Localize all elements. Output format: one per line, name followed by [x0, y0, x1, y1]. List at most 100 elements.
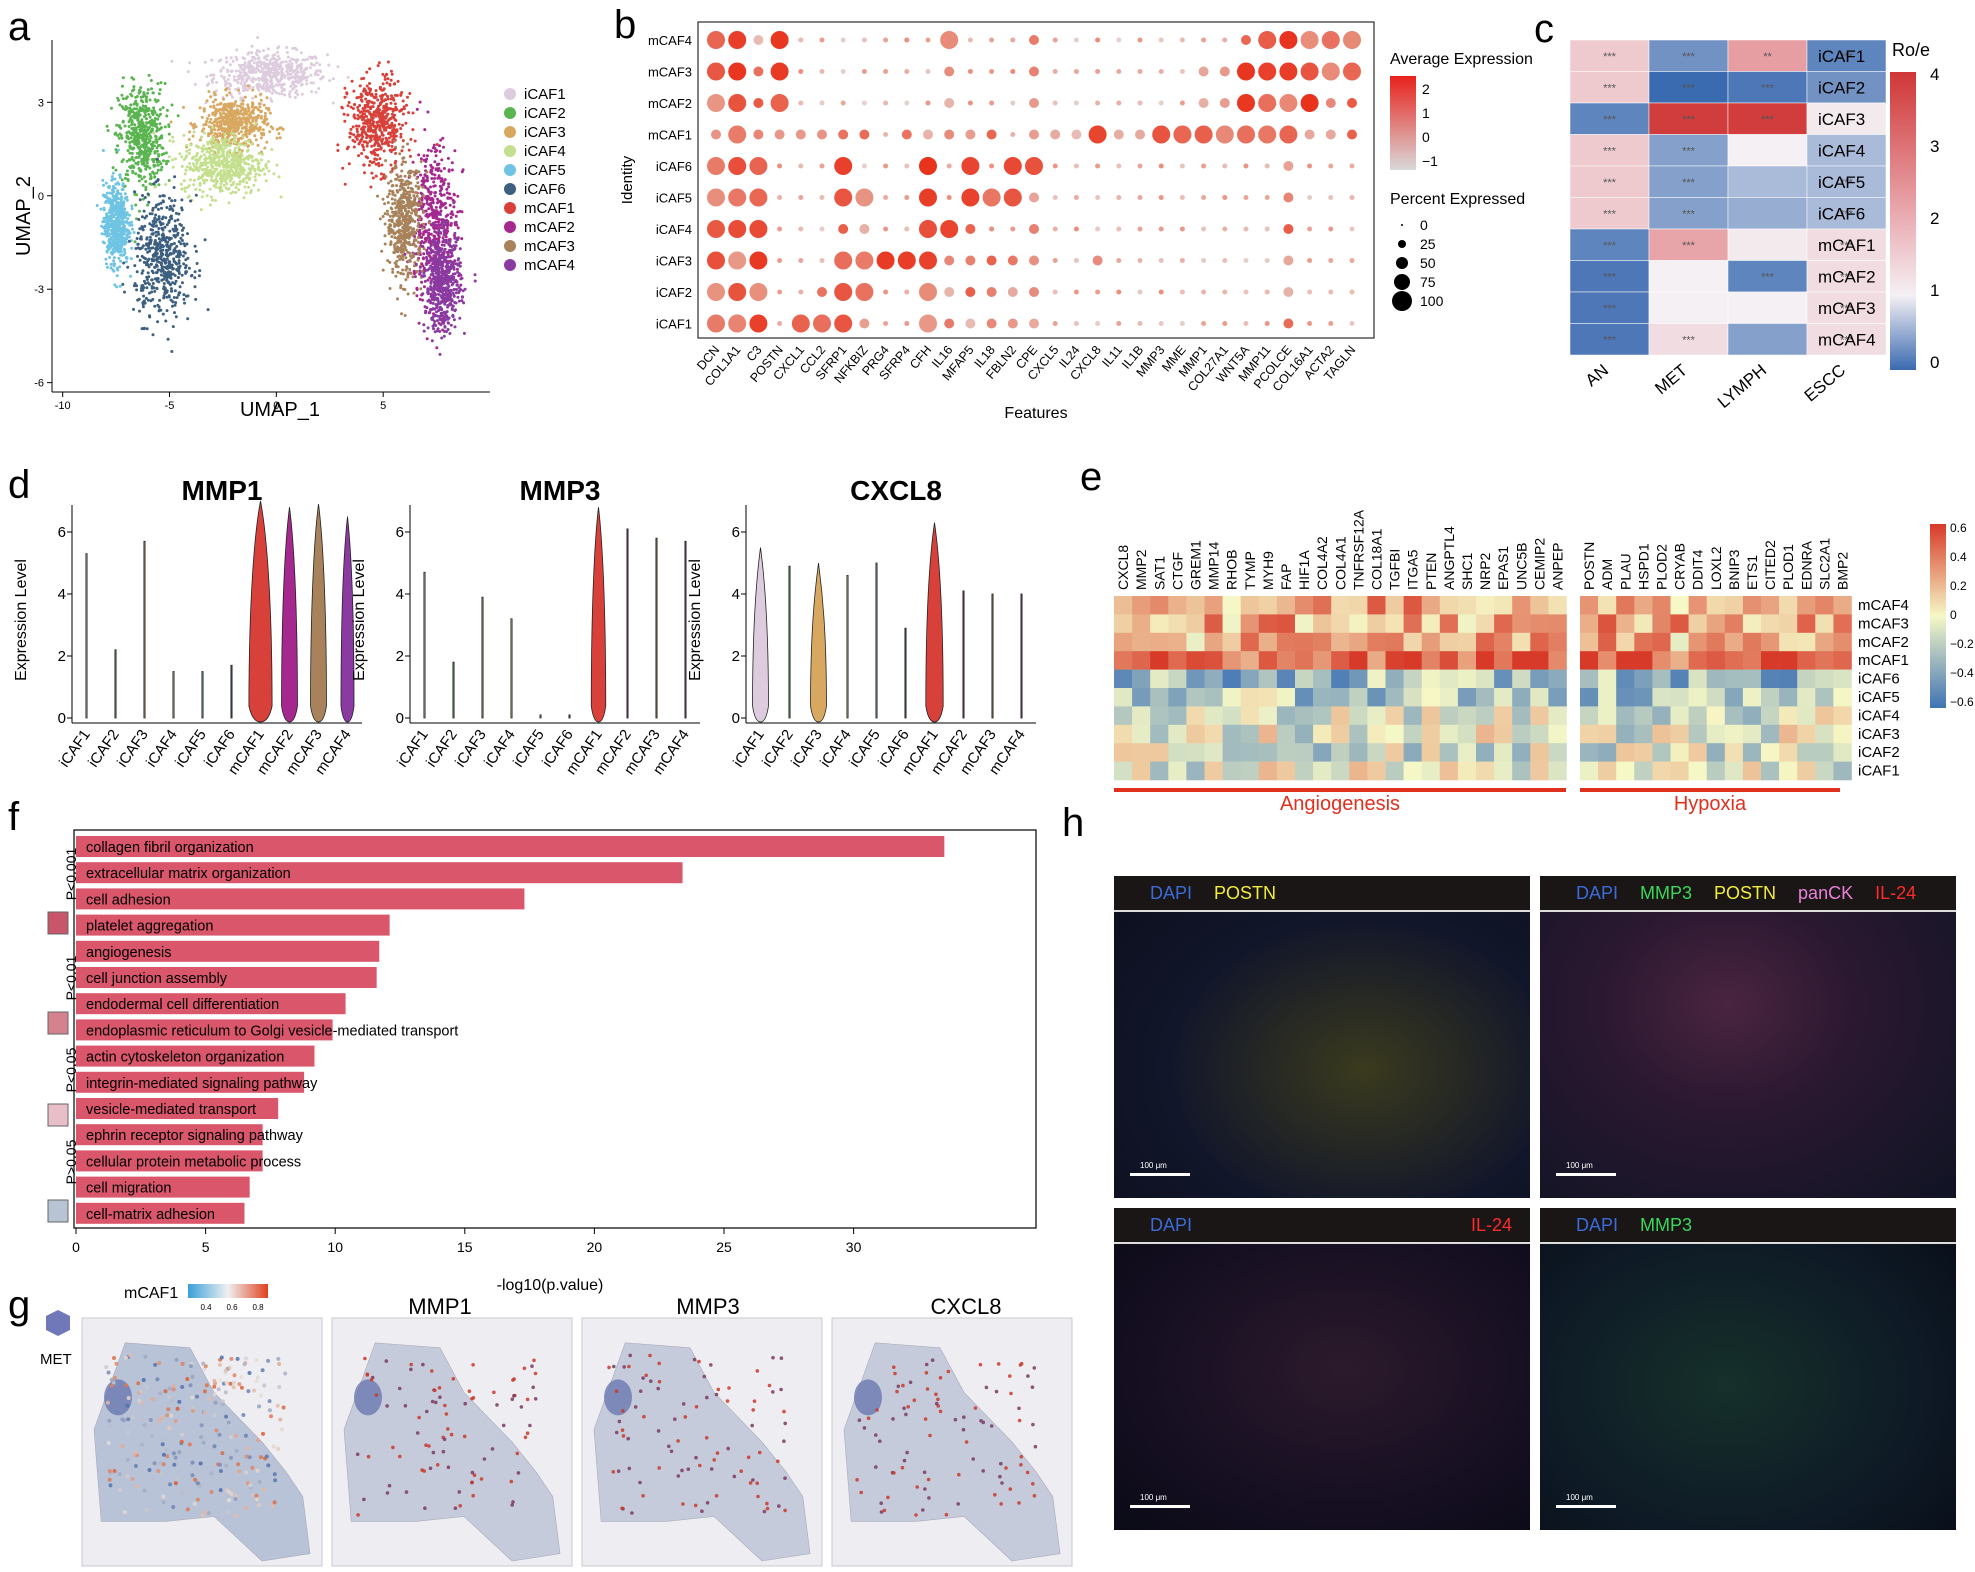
dot-iCAF2-WNT5A: [1243, 289, 1249, 295]
pathway-cell-angio-iCAF3-COL4A2: [1313, 724, 1332, 744]
dot-iCAF4-MME: [1179, 226, 1185, 232]
pathway-cell-hypoxia-mCAF4-HSPD1: [1634, 596, 1653, 615]
roe-cell-iCAF6-LYMPH: [1727, 197, 1808, 230]
roe-cell-mCAF1-AN: [1569, 228, 1650, 261]
dot-iCAF4-FBLN2: [1010, 226, 1016, 232]
spatial-sample-label: MET: [40, 1351, 72, 1368]
pathway-cell-hypoxia-iCAF4-ADM: [1598, 706, 1617, 726]
pathway-cell-hypoxia-mCAF1-ETS1: [1742, 651, 1762, 670]
pathway-cell-angio-mCAF3-CTGF: [1168, 614, 1187, 634]
dot-iCAF2-MME: [1179, 289, 1185, 295]
pathway-cell-hypoxia-mCAF4-POSTN: [1580, 596, 1599, 615]
violin-mCAF1: [925, 522, 944, 723]
dot-iCAF6-MMP11: [1264, 163, 1270, 169]
pathway-cell-angio-mCAF2-MYH9: [1258, 632, 1278, 652]
go-legend-label: P>0.05: [63, 1139, 79, 1184]
dot-iCAF1-CXCL1: [791, 314, 810, 333]
pathway-cell-angio-iCAF1-SHC1: [1457, 761, 1477, 781]
dot-iCAF5-MFAP5: [961, 188, 980, 207]
violin-iCAF5: [539, 714, 542, 719]
dot-mCAF2-MFAP5: [967, 100, 973, 106]
pct-dot: [1401, 224, 1403, 226]
gene-label: NRP2: [1477, 552, 1493, 590]
umap-cluster-mCAF3: [376, 139, 431, 317]
pathway-cell-hypoxia-iCAF6-POSTN: [1580, 669, 1599, 689]
dot-mCAF2-CXCL8: [1095, 100, 1101, 106]
scale-bar: [1556, 1505, 1616, 1508]
pathway-cell-angio-mCAF4-ITGA5: [1403, 596, 1422, 615]
pathway-cell-angio-iCAF4-HIF1A: [1295, 706, 1314, 726]
legend-swatch-mCAF4: [504, 259, 516, 271]
pathway-cell-angio-mCAF1-ANGPTL4: [1439, 651, 1459, 670]
dot-mCAF1-POSTN: [774, 129, 785, 140]
pathway-cell-angio-iCAF3-SAT1: [1150, 724, 1169, 744]
dot-iCAF1-CXCL8: [1095, 321, 1101, 326]
dot-mCAF1-MFAP5: [965, 129, 976, 140]
pathway-cell-angio-iCAF6-MYH9: [1258, 669, 1278, 689]
dot-iCAF4-IL1B: [1137, 226, 1143, 232]
roe-cb-tick: 3: [1930, 137, 1939, 156]
identity-label: iCAF2: [656, 285, 692, 300]
pathway-cell-angio-iCAF1-CXCL8: [1114, 761, 1133, 781]
pathway-cell-angio-iCAF2-COL18A1: [1367, 743, 1386, 762]
micro-header: DAPI MMP3: [1540, 1208, 1956, 1244]
pathway-cell-hypoxia-iCAF5-POSTN: [1580, 688, 1599, 707]
dot-mCAF3-ACTA2: [1321, 62, 1340, 81]
pathway-cell-hypoxia-iCAF2-ETS1: [1742, 743, 1762, 762]
pathway-cell-hypoxia-iCAF6-DDIT4: [1688, 669, 1707, 689]
roe-stars: ***: [1603, 303, 1617, 315]
dot-mCAF3-POSTN: [770, 62, 789, 81]
dot-iCAF2-SFRP1: [834, 283, 853, 301]
roe-cell-mCAF3-AN: [1569, 291, 1650, 324]
channel-label: panCK: [1798, 883, 1854, 903]
dot-mCAF4-COL16A1: [1300, 31, 1319, 49]
pathway-cell-angio-iCAF6-GREM1: [1186, 669, 1205, 689]
pathway-cell-angio-mCAF1-PTEN: [1421, 651, 1441, 670]
roe-stars: ***: [1840, 303, 1854, 315]
umap-cluster-iCAF5: [95, 148, 139, 289]
pathway-cell-angio-iCAF1-ANPEP: [1548, 761, 1567, 781]
dot-iCAF2-IL11: [1116, 289, 1122, 295]
dot-mCAF1-ACTA2: [1325, 129, 1336, 140]
dot-mCAF4-CCL2: [819, 37, 825, 43]
scale-label: 100 μm: [1566, 1493, 1593, 1502]
violin-iCAF3: [810, 562, 827, 723]
roe-cell-mCAF1-ESCC: [1806, 228, 1887, 261]
gene-label: BMP2: [1834, 552, 1850, 590]
pathway-cell-hypoxia-mCAF4-EDNRA: [1797, 596, 1816, 615]
pathway-cell-hypoxia-iCAF2-PLOD1: [1779, 743, 1798, 762]
pathway-cell-angio-mCAF1-ANPEP: [1548, 651, 1567, 670]
pathway-cell-hypoxia-iCAF3-BNIP3: [1724, 724, 1744, 744]
legend-label-iCAF5: iCAF5: [524, 162, 566, 179]
roe-cell-mCAF4-AN: [1569, 323, 1650, 356]
dot-iCAF6-CCL2: [819, 163, 825, 169]
pathway-cell-angio-iCAF5-COL4A1: [1331, 688, 1350, 707]
dot-iCAF3-CPE: [1029, 255, 1039, 266]
dot-iCAF4-COL27A1: [1222, 226, 1228, 232]
pathway-cell-hypoxia-mCAF3-ADM: [1598, 614, 1617, 634]
go-term-label: endoplasmic reticulum to Golgi vesicle-m…: [86, 1023, 458, 1039]
pathway-cell-angio-iCAF3-GREM1: [1186, 724, 1205, 744]
dot-iCAF3-SFRP1: [834, 251, 853, 270]
roe-row-label: iCAF2: [1818, 78, 1865, 97]
go-term-label: cellular protein metabolic process: [86, 1154, 301, 1170]
pathway-cell-hypoxia-iCAF1-BMP2: [1833, 761, 1852, 781]
dot-iCAF4-POSTN: [777, 226, 783, 232]
pathway-cell-angio-iCAF5-GREM1: [1186, 688, 1205, 707]
pathway-cell-hypoxia-mCAF2-EDNRA: [1797, 632, 1816, 652]
dot-iCAF1-IL18: [986, 318, 997, 329]
violin-y-tick: 0: [732, 710, 740, 727]
dot-mCAF3-FBLN2: [1010, 69, 1016, 74]
identity-label: mCAF2: [648, 96, 692, 111]
dot-iCAF4-CXCL5: [1052, 226, 1058, 232]
pathway-cell-hypoxia-iCAF1-LOXL2: [1706, 761, 1726, 781]
pathway-cell-hypoxia-iCAF5-EDNRA: [1797, 688, 1816, 707]
dot-iCAF1-CPE: [1029, 318, 1039, 329]
dot-iCAF4-IL11: [1116, 226, 1122, 232]
pathway-cell-angio-iCAF5-FAP: [1276, 688, 1296, 707]
dot-iCAF3-MFAP5: [965, 255, 976, 266]
dot-mCAF1-CXCL1: [795, 129, 806, 140]
dot-iCAF6-MMP3: [1158, 163, 1164, 169]
gene-label: PLOD2: [1653, 544, 1669, 590]
